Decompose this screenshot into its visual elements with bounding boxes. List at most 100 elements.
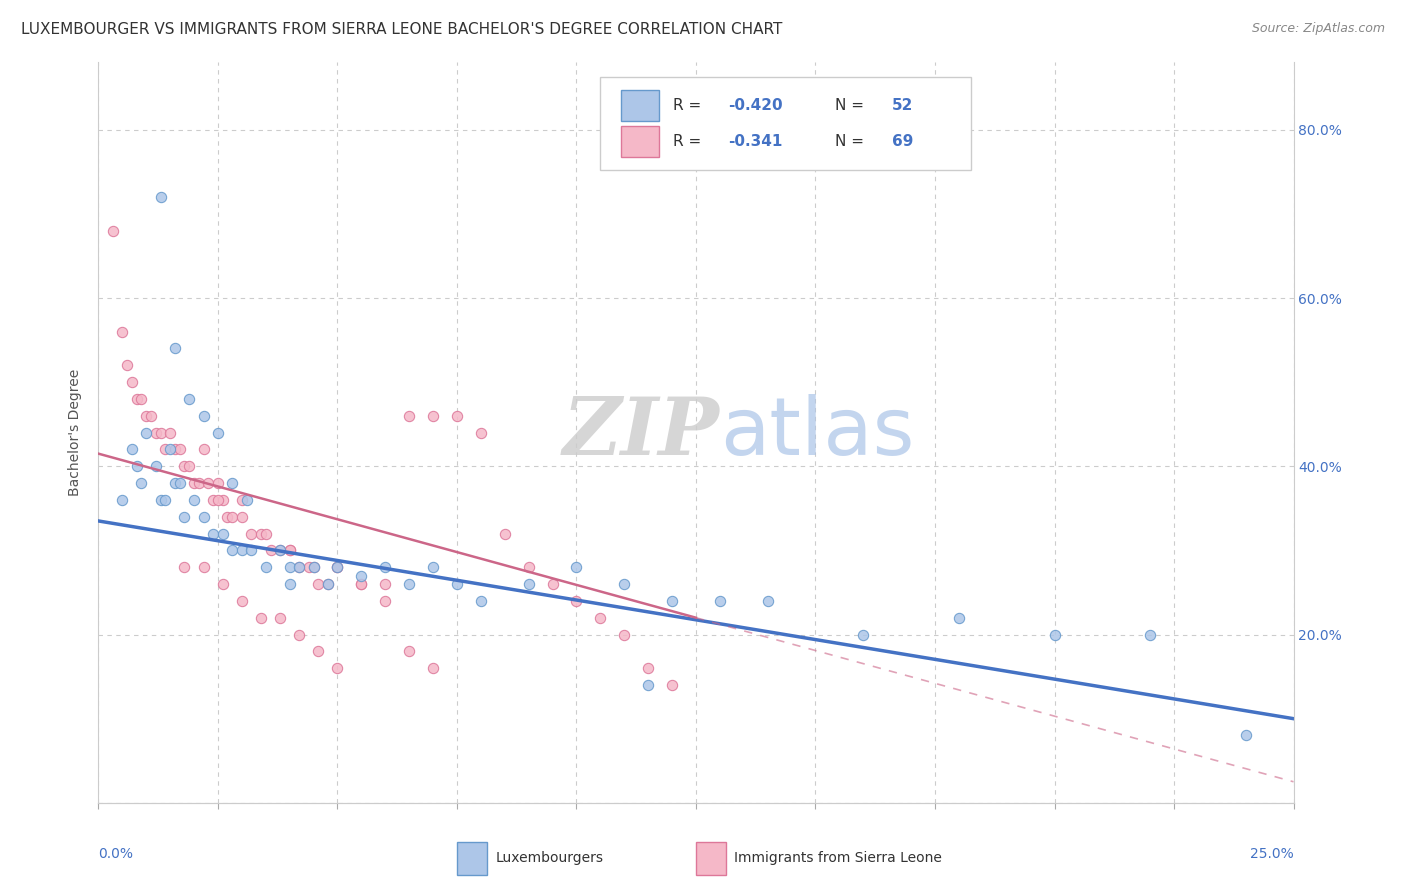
- Point: [307, 577, 329, 591]
- Text: -0.420: -0.420: [728, 98, 783, 113]
- Point: [149, 190, 172, 204]
- Point: [159, 425, 181, 440]
- Point: [269, 543, 291, 558]
- Point: [302, 560, 325, 574]
- Text: 25.0%: 25.0%: [1250, 847, 1294, 861]
- Point: [202, 526, 225, 541]
- Text: N =: N =: [835, 134, 869, 149]
- Point: [326, 560, 349, 574]
- Point: [115, 359, 138, 373]
- Point: [422, 560, 444, 574]
- FancyBboxPatch shape: [600, 78, 972, 169]
- Point: [173, 560, 195, 574]
- Point: [125, 392, 148, 406]
- Point: [288, 627, 311, 641]
- Point: [470, 425, 492, 440]
- Point: [207, 425, 229, 440]
- Point: [326, 560, 349, 574]
- Point: [350, 577, 373, 591]
- Point: [145, 425, 167, 440]
- Point: [541, 577, 564, 591]
- Text: atlas: atlas: [720, 393, 914, 472]
- Point: [398, 644, 420, 658]
- FancyBboxPatch shape: [457, 842, 486, 875]
- Point: [254, 526, 277, 541]
- Point: [288, 560, 311, 574]
- Point: [221, 509, 243, 524]
- Text: Immigrants from Sierra Leone: Immigrants from Sierra Leone: [734, 851, 942, 865]
- Point: [131, 476, 153, 491]
- Y-axis label: Bachelor's Degree: Bachelor's Degree: [69, 369, 83, 496]
- Point: [193, 409, 215, 423]
- Point: [231, 492, 253, 507]
- Point: [173, 509, 195, 524]
- Point: [183, 492, 205, 507]
- Point: [240, 543, 263, 558]
- FancyBboxPatch shape: [620, 126, 659, 157]
- Point: [145, 459, 167, 474]
- Point: [278, 577, 301, 591]
- Point: [350, 568, 373, 582]
- Text: Luxembourgers: Luxembourgers: [495, 851, 603, 865]
- FancyBboxPatch shape: [620, 90, 659, 121]
- Point: [231, 594, 253, 608]
- Point: [494, 526, 516, 541]
- Point: [756, 594, 779, 608]
- Point: [302, 560, 325, 574]
- Point: [637, 678, 659, 692]
- Point: [231, 543, 253, 558]
- Point: [316, 577, 339, 591]
- Point: [1139, 627, 1161, 641]
- Point: [193, 560, 215, 574]
- Point: [326, 560, 349, 574]
- Point: [155, 442, 177, 457]
- Point: [101, 224, 124, 238]
- Point: [307, 644, 329, 658]
- Point: [374, 594, 396, 608]
- Text: R =: R =: [673, 134, 706, 149]
- Point: [446, 409, 468, 423]
- Point: [179, 459, 201, 474]
- Point: [326, 661, 349, 675]
- Point: [169, 476, 191, 491]
- Point: [149, 425, 172, 440]
- Point: [169, 442, 191, 457]
- Point: [422, 409, 444, 423]
- Point: [565, 560, 588, 574]
- Point: [125, 459, 148, 474]
- Point: [637, 661, 659, 675]
- Point: [948, 610, 970, 624]
- Text: 0.0%: 0.0%: [98, 847, 134, 861]
- Point: [517, 577, 540, 591]
- Point: [221, 543, 243, 558]
- Text: -0.341: -0.341: [728, 134, 783, 149]
- Point: [159, 442, 181, 457]
- Point: [135, 425, 157, 440]
- Point: [207, 492, 229, 507]
- Point: [250, 526, 273, 541]
- Point: [135, 409, 157, 423]
- Point: [446, 577, 468, 591]
- Point: [202, 492, 225, 507]
- Point: [852, 627, 875, 641]
- Point: [193, 509, 215, 524]
- Point: [111, 492, 134, 507]
- Point: [278, 543, 301, 558]
- Point: [661, 678, 683, 692]
- Point: [254, 560, 277, 574]
- Point: [470, 594, 492, 608]
- Point: [131, 392, 153, 406]
- Point: [211, 526, 233, 541]
- Point: [193, 442, 215, 457]
- Point: [288, 560, 311, 574]
- Point: [278, 560, 301, 574]
- Point: [1043, 627, 1066, 641]
- Point: [565, 594, 588, 608]
- Text: N =: N =: [835, 98, 869, 113]
- Point: [231, 509, 253, 524]
- Point: [259, 543, 281, 558]
- Point: [422, 661, 444, 675]
- Point: [139, 409, 162, 423]
- Point: [111, 325, 134, 339]
- Point: [517, 560, 540, 574]
